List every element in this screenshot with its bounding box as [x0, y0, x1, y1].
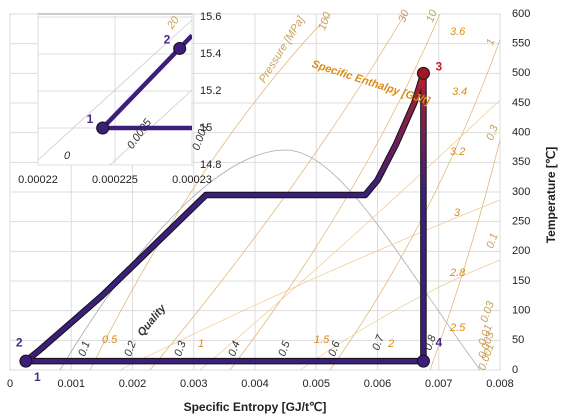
point-label: 4: [435, 335, 442, 349]
enthalpy-label: 2.8: [449, 267, 466, 279]
enthalpy-label: 0.5: [102, 334, 118, 346]
inset-curve: [38, 19, 192, 161]
inset-y-tick-label: 14.8: [200, 159, 221, 171]
state-point: [416, 66, 430, 80]
inset-y-tick-label: 15.2: [200, 85, 221, 97]
enthalpy-label: 3.2: [450, 146, 465, 158]
x-tick-label: 0.008: [486, 378, 514, 390]
quality-label: 0.5: [276, 339, 293, 358]
inset-point: [173, 41, 187, 55]
y-tick-label: 550: [512, 38, 530, 50]
quality-label: 0.4: [226, 340, 243, 358]
y-tick-label: 150: [512, 275, 530, 287]
state-point: [19, 354, 33, 368]
y-tick-label: 300: [512, 186, 530, 198]
quality-label: 0.3: [172, 339, 189, 358]
inset-point-label: 2: [164, 33, 171, 47]
x-tick-label: 0.003: [180, 378, 208, 390]
x-tick-label: 0.005: [302, 378, 330, 390]
enthalpy-label: 3.4: [452, 86, 467, 98]
enthalpy-label: 1: [198, 338, 204, 350]
x-tick-label: 0.001: [57, 378, 85, 390]
inset-x-tick-label: 0.00022: [18, 174, 58, 186]
isenthalp: [299, 259, 500, 370]
isenthalp: [119, 199, 500, 370]
y-tick-label: 400: [512, 127, 530, 139]
pressure-label: 30: [396, 8, 412, 24]
enthalpy-label: 2.5: [449, 322, 466, 334]
y-axis-title: Temperature [℃]: [544, 147, 558, 244]
inset-x-tick-label: 0.000225: [92, 174, 138, 186]
isenthalp: [199, 99, 500, 370]
quality-label: 0.1: [76, 340, 93, 358]
y-tick-label: 600: [512, 8, 530, 20]
x-tick-label: 0.004: [241, 378, 269, 390]
inset-point: [96, 121, 110, 135]
quality-label: 0.7: [370, 333, 387, 352]
y-tick-label: 50: [512, 334, 524, 346]
background-curves: [59, 14, 500, 370]
quality-label: 0.8: [422, 333, 439, 352]
y-tick-label: 250: [512, 216, 530, 228]
point-label: 3: [435, 60, 442, 74]
y-tick-label: 450: [512, 97, 530, 109]
y-tick-label: 0: [512, 364, 518, 376]
enthalpy-label: 3: [454, 207, 461, 219]
x-tick-label: 0.007: [425, 378, 453, 390]
saturation-dome: [59, 149, 481, 370]
inset-y-tick-label: 15.4: [200, 48, 221, 60]
state-point: [416, 354, 430, 368]
inset-grid: [37, 14, 193, 166]
x-tick-label: 0.002: [119, 378, 147, 390]
enthalpy-label: 3.6: [450, 26, 466, 38]
y-tick-label: 500: [512, 67, 530, 79]
point-label: 2: [16, 335, 23, 349]
quality-label: 0.2: [122, 340, 139, 358]
y-tick-label: 100: [512, 305, 530, 317]
inset-point-label: 1: [87, 112, 94, 126]
labels: 0 0.001 0.002 0.003 0.004 0.005 0.006 0.007 0.00…: [7, 8, 530, 390]
quality-label: 0.6: [326, 339, 343, 358]
point-label: 1: [34, 370, 41, 384]
y-tick-label: 350: [512, 156, 530, 168]
x-axis-title: Specific Entropy [GJ/t℃]: [184, 400, 327, 414]
pressure-label: 0.1: [484, 232, 501, 250]
isobar: [89, 14, 331, 370]
inset-y-tick-label: 15.6: [200, 11, 221, 23]
pressure-label: 0.3: [484, 123, 501, 142]
pressure-label: 1: [484, 37, 497, 47]
pressure-label: 10: [424, 8, 440, 24]
x-tick-label: 0.006: [364, 378, 392, 390]
inset-y-tick-label: 15: [200, 122, 212, 134]
enthalpy-label: 1.5: [314, 334, 330, 346]
inset-annotation: 0: [64, 150, 71, 162]
isobar: [149, 14, 406, 370]
enthalpy-label: 2: [387, 338, 394, 350]
inset-x-tick-label: 0.00023: [172, 174, 212, 186]
y-tick-label: 200: [512, 245, 530, 257]
isobar: [429, 139, 500, 370]
x-tick-label: 0: [7, 378, 13, 390]
